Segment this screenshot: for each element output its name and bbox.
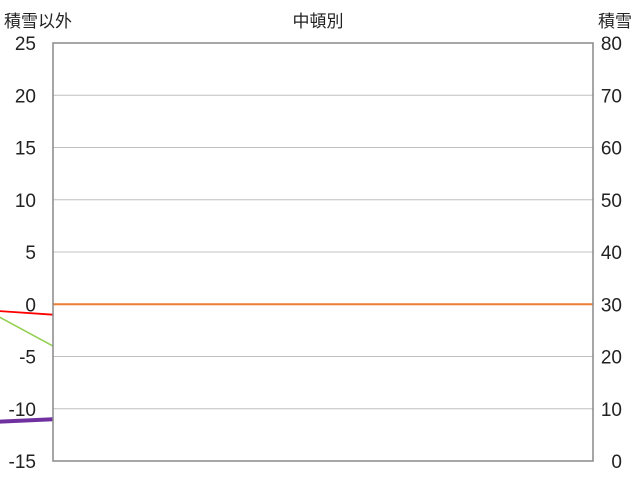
right-tick-label: 20 bbox=[601, 348, 622, 369]
left-tick-label: 10 bbox=[15, 191, 36, 212]
right-tick-label: 80 bbox=[601, 34, 622, 55]
chart-title: 中頓別 bbox=[293, 12, 344, 32]
right-tick-label: 60 bbox=[601, 139, 622, 160]
left-tick-label: 5 bbox=[25, 243, 36, 264]
right-tick-label: 40 bbox=[601, 243, 622, 264]
right-tick-label: 70 bbox=[601, 86, 622, 107]
right-tick-label: 50 bbox=[601, 191, 622, 212]
left-tick-label: -15 bbox=[9, 452, 36, 473]
right-tick-label: 10 bbox=[601, 400, 622, 421]
left-tick-label: 0 bbox=[25, 295, 36, 316]
right-axis-title: 積雪 bbox=[598, 12, 632, 32]
left-tick-label: -10 bbox=[9, 400, 36, 421]
left-axis-title: 積雪以外 bbox=[4, 12, 72, 32]
left-tick-label: 15 bbox=[15, 139, 36, 160]
right-tick-label: 0 bbox=[611, 452, 622, 473]
left-tick-label: -5 bbox=[19, 348, 36, 369]
plot-frame bbox=[52, 42, 594, 462]
right-tick-label: 30 bbox=[601, 295, 622, 316]
left-tick-label: 20 bbox=[15, 86, 36, 107]
left-tick-label: 25 bbox=[15, 34, 36, 55]
